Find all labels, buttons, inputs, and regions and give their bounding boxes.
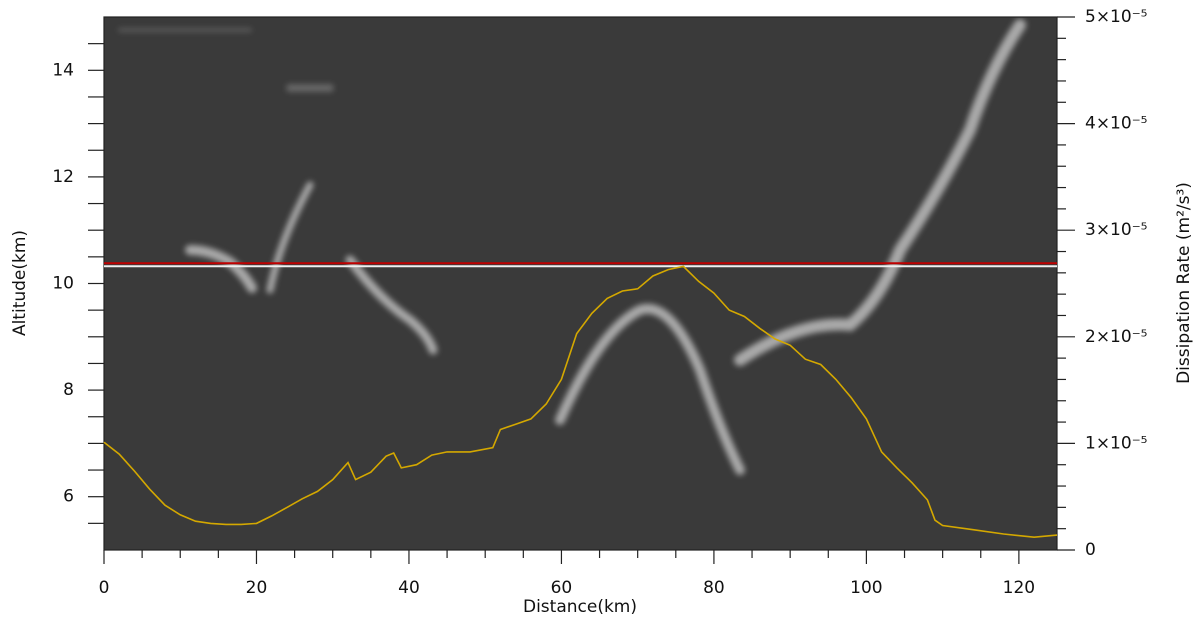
y-tick-label: 10 — [52, 274, 74, 294]
y-tick-label: 12 — [52, 167, 74, 187]
y2-tick-label: 4×10⁻⁵ — [1085, 114, 1147, 134]
x-tick-label: 60 — [551, 578, 573, 598]
x-tick-label: 80 — [703, 578, 725, 598]
x-axis-label: Distance(km) — [523, 597, 637, 617]
y-tick-label: 14 — [52, 60, 74, 80]
y2-tick-label: 3×10⁻⁵ — [1085, 220, 1147, 240]
dissipation-line — [103, 265, 1058, 539]
y2-axis-label: Dissipation Rate (m²/s³) — [1174, 182, 1194, 384]
y-tick-label: 8 — [63, 380, 74, 400]
y2-tick-label: 2×10⁻⁵ — [1085, 327, 1147, 347]
x-tick-label: 0 — [99, 578, 110, 598]
y-tick-label: 6 — [63, 487, 74, 507]
x-tick-label: 100 — [850, 578, 882, 598]
y-axis-label: Altitude(km) — [10, 230, 30, 336]
y2-tick-label: 0 — [1085, 540, 1096, 560]
x-tick-label: 120 — [1003, 578, 1035, 598]
backscatter-image — [118, 19, 1026, 475]
y2-tick-label: 1×10⁻⁵ — [1085, 433, 1147, 453]
y2-tick-label: 5×10⁻⁵ — [1085, 7, 1147, 27]
x-tick-label: 40 — [398, 578, 420, 598]
plot-background — [104, 17, 1057, 550]
x-tick-label: 20 — [246, 578, 268, 598]
